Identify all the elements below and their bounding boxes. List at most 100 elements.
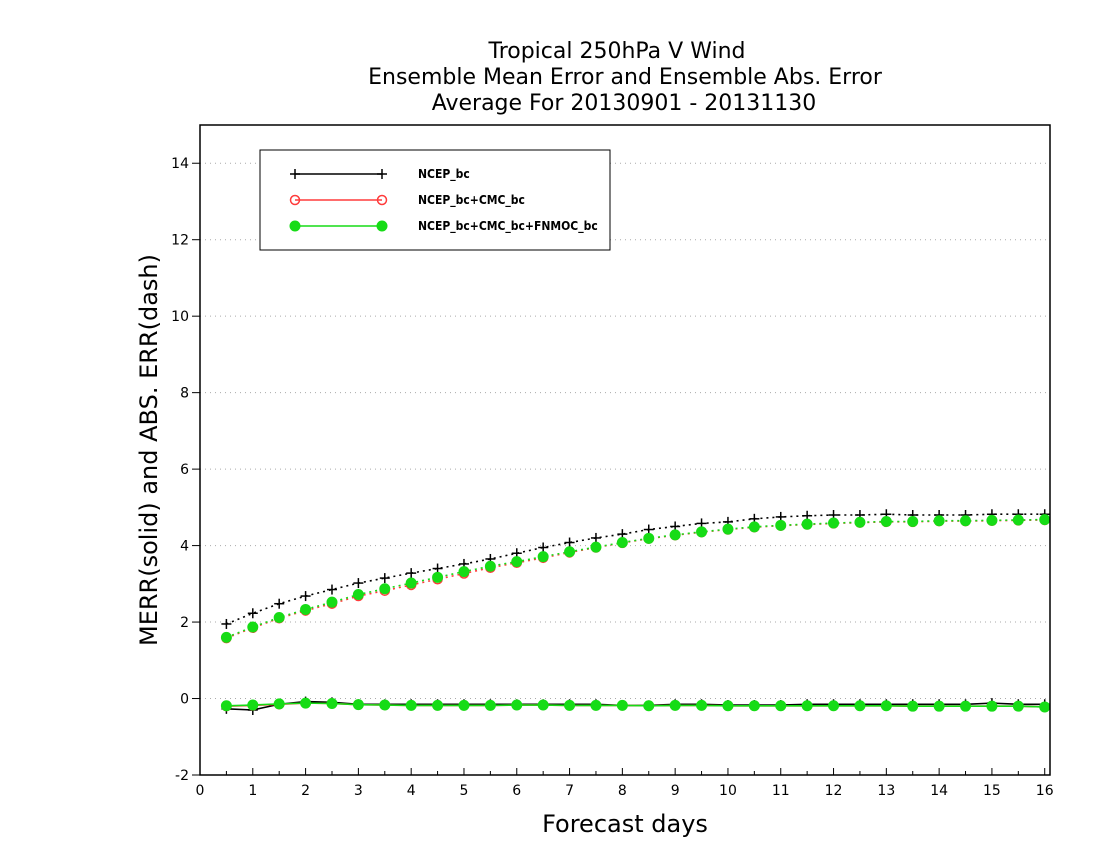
- abs-err-point: [405, 577, 417, 589]
- x-tick-label: 0: [196, 783, 205, 799]
- legend-marker: [289, 220, 301, 232]
- merr-point: [933, 700, 945, 712]
- abs-err-point: [353, 578, 364, 589]
- merr-point: [537, 699, 549, 711]
- merr-point: [247, 699, 259, 711]
- abs-err-point: [696, 526, 708, 538]
- abs-err-line: [226, 518, 1045, 639]
- merr-point: [220, 700, 232, 712]
- x-tick-label: 14: [930, 783, 948, 799]
- merr-point: [722, 700, 734, 712]
- abs-err-point: [748, 521, 760, 533]
- abs-err-point: [854, 516, 866, 528]
- abs-err-point: [828, 517, 840, 529]
- merr-point: [854, 700, 866, 712]
- title-line-2: Ensemble Mean Error and Ensemble Abs. Er…: [368, 65, 883, 90]
- legend-entry-1: NCEP_bc+CMC_bc: [289, 193, 525, 208]
- y-tick-label: 4: [180, 539, 189, 555]
- y-tick-label: 6: [180, 462, 189, 478]
- merr-point: [484, 699, 496, 711]
- y-axis-label: MERR(solid) and ABS. ERR(dash): [135, 254, 163, 646]
- abs-err-point: [775, 519, 787, 531]
- y-tick-label: 0: [180, 692, 189, 708]
- abs-err-point: [300, 603, 312, 615]
- merr-point: [880, 700, 892, 712]
- abs-err-point: [590, 541, 602, 553]
- abs-err-point: [538, 542, 549, 553]
- plot-frame: [199, 124, 1051, 776]
- series-1: [221, 514, 1050, 713]
- merr-point: [801, 700, 813, 712]
- merr-point: [616, 699, 628, 711]
- merr-point: [1012, 700, 1024, 712]
- legend: NCEP_bc NCEP_bc+CMC_bc NCEP_bc+CMC_bc+FNMO…: [259, 149, 611, 251]
- x-tick-label: 3: [354, 783, 363, 799]
- abs-err-point: [220, 631, 232, 643]
- x-tick-label: 8: [618, 783, 627, 799]
- abs-err-point: [643, 532, 655, 544]
- legend-entry-2: NCEP_bc+CMC_bc+FNMOC_bc: [289, 219, 598, 234]
- merr-point: [643, 700, 655, 712]
- abs-err-point: [379, 583, 391, 595]
- legend-marker: [289, 194, 301, 206]
- merr-point: [511, 699, 523, 711]
- x-tick-label: 13: [877, 783, 895, 799]
- abs-err-point: [511, 556, 523, 568]
- abs-err-point: [273, 611, 285, 623]
- abs-err-point: [722, 523, 734, 535]
- merr-point: [590, 699, 602, 711]
- legend-marker: [377, 169, 387, 179]
- abs-err-point: [537, 551, 549, 563]
- abs-err-line: [226, 513, 1045, 625]
- abs-err-point: [801, 518, 813, 530]
- merr-point: [775, 700, 787, 712]
- abs-err-point: [274, 598, 285, 609]
- abs-err-point: [484, 560, 496, 572]
- merr-point: [748, 700, 760, 712]
- merr-point: [828, 700, 840, 712]
- x-tick-label: 4: [407, 783, 416, 799]
- abs-err-point: [616, 537, 628, 549]
- merr-point: [458, 699, 470, 711]
- abs-err-point: [907, 516, 919, 527]
- abs-err-point: [326, 584, 337, 595]
- y-tick-label: 12: [171, 233, 189, 249]
- y-tick-label: 8: [180, 386, 189, 402]
- x-tick-label: 15: [983, 783, 1001, 799]
- series-layer: [220, 509, 1051, 715]
- x-tick-label: 5: [460, 783, 469, 799]
- abs-err-point: [379, 573, 390, 584]
- merr-point: [352, 699, 364, 711]
- legend-entry-0: NCEP_bc: [290, 167, 470, 182]
- x-tick-label: 9: [671, 783, 680, 799]
- merr-point: [907, 700, 919, 712]
- abs-err-point: [590, 532, 601, 543]
- x-tick-label: 7: [565, 783, 574, 799]
- legend-label: NCEP_bc: [418, 167, 470, 182]
- abs-err-point: [300, 591, 311, 602]
- abs-err-point: [326, 596, 338, 608]
- y-tick-label: -2: [175, 768, 189, 784]
- merr-point: [669, 699, 681, 711]
- y-tick-label: 10: [171, 309, 189, 325]
- title-line-3: Average For 20130901 - 20131130: [432, 91, 817, 116]
- abs-err-point: [880, 516, 892, 527]
- legend-marker: [376, 220, 388, 232]
- merr-point: [326, 698, 338, 709]
- abs-err-point: [1012, 514, 1024, 526]
- x-tick-label: 12: [825, 783, 843, 799]
- merr-point: [405, 699, 417, 711]
- merr-point: [432, 699, 444, 711]
- merr-point: [300, 697, 312, 709]
- x-tick-label: 2: [301, 783, 310, 799]
- abs-err-point: [986, 514, 998, 526]
- abs-err-point: [406, 568, 417, 579]
- merr-point: [960, 700, 972, 712]
- chart-title: Tropical 250hPa V Wind Ensemble Mean Err…: [368, 39, 883, 116]
- abs-err-point: [960, 515, 972, 527]
- merr-point: [564, 699, 576, 711]
- x-tick-label: 11: [772, 783, 790, 799]
- merr-point: [273, 698, 285, 710]
- abs-err-point: [432, 571, 444, 583]
